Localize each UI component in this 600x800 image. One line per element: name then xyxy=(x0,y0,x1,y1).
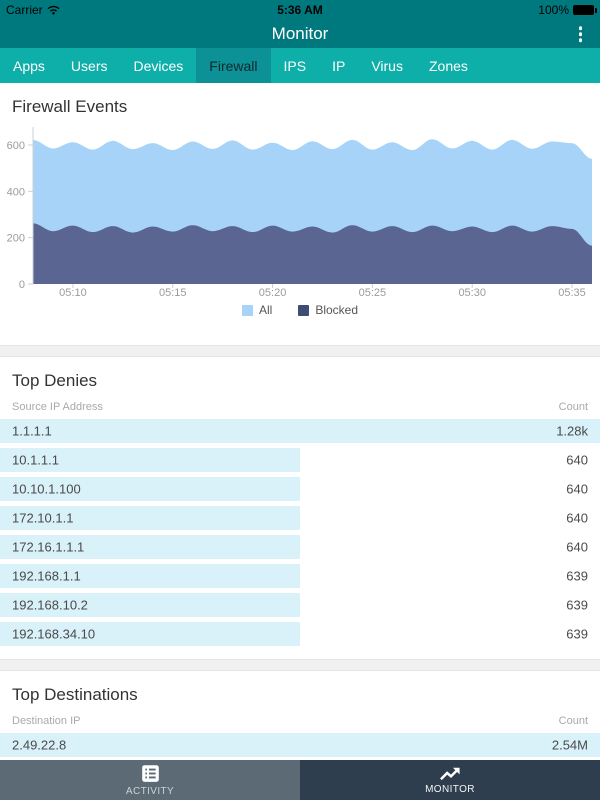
overflow-menu-icon[interactable] xyxy=(576,23,586,45)
row-count: 640 xyxy=(566,539,588,555)
svg-text:200: 200 xyxy=(7,233,25,245)
svg-text:05:10: 05:10 xyxy=(59,287,87,297)
legend-label-blocked: Blocked xyxy=(315,303,359,317)
row-count: 639 xyxy=(566,626,588,642)
status-bar: Carrier 5:36 AM 100% xyxy=(0,0,600,20)
top-denies-table: 1.1.1.1 1.28k 10.1.1.1 640 10.10.1.100 640 172… xyxy=(0,419,600,646)
battery-icon xyxy=(573,5,597,15)
legend-item-all: All xyxy=(241,303,273,317)
row-ip: 192.168.34.10 xyxy=(12,626,96,642)
bottom-tab-monitor[interactable]: MONITOR xyxy=(300,760,600,800)
table-row[interactable]: 1.1.1.1 1.28k xyxy=(0,419,600,443)
monitor-trend-icon xyxy=(439,767,460,781)
table-row[interactable]: 172.16.1.1.1 640 xyxy=(0,535,600,559)
row-value-bar xyxy=(0,419,600,443)
row-ip: 172.16.1.1.1 xyxy=(12,539,85,555)
bottom-tab-activity[interactable]: ACTIVITY xyxy=(0,760,300,800)
activity-list-icon xyxy=(141,764,159,782)
row-ip: 172.10.1.1 xyxy=(12,510,74,526)
svg-text:05:20: 05:20 xyxy=(259,287,287,297)
table-row[interactable]: 10.10.1.100 640 xyxy=(0,477,600,501)
legend-swatch-all xyxy=(241,304,253,316)
row-ip: 10.10.1.100 xyxy=(12,481,81,497)
row-value-bar xyxy=(0,477,300,501)
table-row[interactable]: 192.168.10.2 639 xyxy=(0,593,600,617)
svg-text:0: 0 xyxy=(19,279,25,291)
legend-label-all: All xyxy=(258,303,273,317)
row-value-bar xyxy=(0,622,300,646)
row-value-bar xyxy=(0,593,300,617)
tab-ips[interactable]: IPS xyxy=(283,57,307,74)
row-value-bar xyxy=(0,448,300,472)
column-count: Count xyxy=(558,715,588,727)
svg-text:05:25: 05:25 xyxy=(359,287,387,297)
row-ip: 10.1.1.1 xyxy=(12,452,59,468)
svg-text:600: 600 xyxy=(7,140,25,152)
legend-swatch-blocked xyxy=(298,304,310,316)
row-value-bar xyxy=(0,733,600,757)
top-denies-header: Source IP Address Count xyxy=(0,393,600,419)
tab-apps[interactable]: Apps xyxy=(13,57,45,74)
battery-percent: 100% xyxy=(538,3,569,17)
tab-ip[interactable]: IP xyxy=(332,57,346,74)
row-ip: 2.49.22.8 xyxy=(12,737,67,753)
row-count: 639 xyxy=(566,568,588,584)
column-destination-ip: Destination IP xyxy=(12,715,81,727)
top-destinations-header: Destination IP Count xyxy=(0,707,600,733)
nav-bar: Monitor xyxy=(0,20,600,48)
row-value-bar xyxy=(0,506,300,530)
bottom-nav: ACTIVITY MONITOR xyxy=(0,760,600,800)
table-row[interactable]: 192.168.1.1 639 xyxy=(0,564,600,588)
column-source-ip: Source IP Address xyxy=(12,401,103,413)
row-count: 640 xyxy=(566,452,588,468)
table-row[interactable]: 172.10.1.1 640 xyxy=(0,506,600,530)
top-destinations-table: 2.49.22.8 2.54M xyxy=(0,733,600,757)
table-row[interactable]: 2.49.22.8 2.54M xyxy=(0,733,600,757)
firewall-events-chart: 0 200 400 600 05:10 05:15 05:20 05:25 05:30 05:35 xyxy=(7,127,592,297)
row-ip: 192.168.10.2 xyxy=(12,597,88,613)
tab-virus[interactable]: Virus xyxy=(371,57,403,74)
tab-firewall[interactable]: Firewall xyxy=(196,48,271,83)
page-title: Monitor xyxy=(271,24,329,43)
row-count: 639 xyxy=(566,597,588,613)
row-count: 640 xyxy=(566,481,588,497)
svg-text:05:15: 05:15 xyxy=(159,287,187,297)
tab-zones[interactable]: Zones xyxy=(428,57,468,74)
row-count: 640 xyxy=(566,510,588,526)
carrier-label: Carrier xyxy=(6,3,43,17)
column-count: Count xyxy=(558,401,588,413)
section-title-firewall-events: Firewall Events xyxy=(12,97,128,116)
bottom-tab-monitor-label: MONITOR xyxy=(425,784,475,795)
section-divider xyxy=(0,345,600,357)
tab-devices[interactable]: Devices xyxy=(133,57,184,74)
legend-item-blocked: Blocked xyxy=(298,303,358,317)
table-row[interactable]: 10.1.1.1 640 xyxy=(0,448,600,472)
table-row[interactable]: 192.168.34.10 639 xyxy=(0,622,600,646)
row-ip: 192.168.1.1 xyxy=(12,568,81,584)
tab-users[interactable]: Users xyxy=(70,57,108,74)
bottom-tab-activity-label: ACTIVITY xyxy=(125,785,175,797)
svg-text:05:30: 05:30 xyxy=(458,287,486,297)
svg-text:05:35: 05:35 xyxy=(558,287,586,297)
svg-text:400: 400 xyxy=(7,186,25,198)
row-value-bar xyxy=(0,535,300,559)
chart-legend: All Blocked xyxy=(0,303,600,317)
wifi-icon xyxy=(47,5,60,15)
section-title-top-destinations: Top Destinations xyxy=(12,685,138,704)
row-count: 2.54M xyxy=(551,737,588,753)
row-value-bar xyxy=(0,564,300,588)
row-ip: 1.1.1.1 xyxy=(12,423,52,439)
row-count: 1.28k xyxy=(556,423,588,439)
clock: 5:36 AM xyxy=(277,3,323,17)
section-divider xyxy=(0,659,600,671)
tab-bar: Apps Users Devices Firewall IPS IP Virus Zones xyxy=(0,48,600,83)
section-title-top-denies: Top Denies xyxy=(12,371,98,390)
